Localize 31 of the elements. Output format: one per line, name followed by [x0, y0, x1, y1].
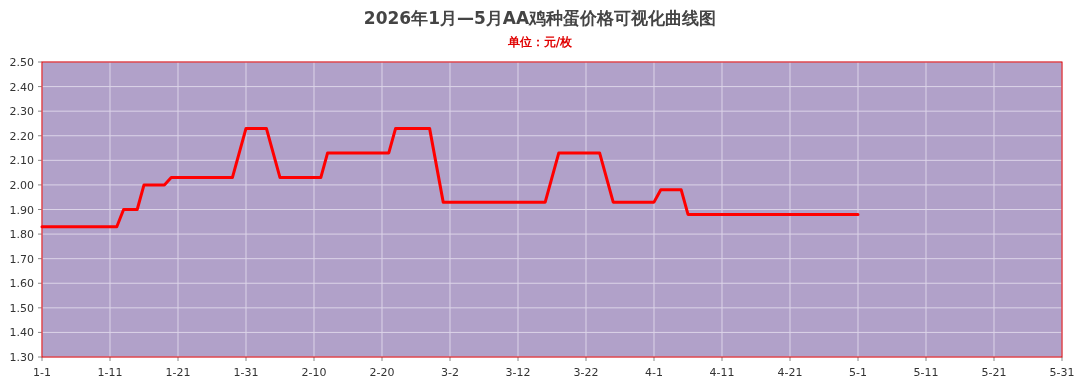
x-tick-label: 2-10: [301, 366, 327, 379]
y-tick-label: 1.90: [9, 203, 34, 217]
y-tick-label: 2.00: [9, 178, 34, 192]
x-tick-label: 4-1: [645, 366, 663, 379]
y-tick-label: 2.40: [9, 80, 34, 94]
x-tick-label: 1-31: [233, 366, 259, 379]
y-tick-label: 1.30: [9, 351, 34, 364]
y-tick-label: 1.80: [9, 228, 34, 242]
x-tick-label: 3-12: [505, 366, 531, 379]
x-tick-label: 4-21: [777, 366, 803, 379]
y-tick-label: 2.30: [9, 105, 34, 119]
x-tick-label: 4-11: [709, 366, 735, 379]
y-tick-label: 2.20: [9, 129, 34, 143]
y-tick-label: 1.60: [9, 277, 34, 291]
chart-title: 2026年1月—5月AA鸡种蛋价格可视化曲线图: [363, 8, 717, 28]
x-tick-label: 3-2: [441, 366, 459, 379]
x-tick-label: 5-1: [849, 366, 867, 379]
x-tick-label: 1-21: [165, 366, 191, 379]
x-tick-label: 5-31: [1049, 366, 1075, 379]
y-tick-label: 1.70: [9, 252, 34, 266]
x-tick-label: 5-11: [913, 366, 939, 379]
y-tick-label: 2.10: [9, 154, 34, 168]
chart-subtitle: 单位：元/枚: [506, 35, 574, 49]
x-tick-label: 5-21: [981, 366, 1007, 379]
y-tick-label: 1.40: [9, 326, 34, 340]
x-tick-label: 2-20: [369, 366, 395, 379]
x-tick-label: 3-22: [573, 366, 599, 379]
x-tick-label: 1-1: [33, 366, 51, 379]
x-tick-label: 1-11: [97, 366, 123, 379]
y-tick-label: 1.50: [9, 301, 34, 315]
y-tick-label: 2.50: [9, 56, 34, 69]
